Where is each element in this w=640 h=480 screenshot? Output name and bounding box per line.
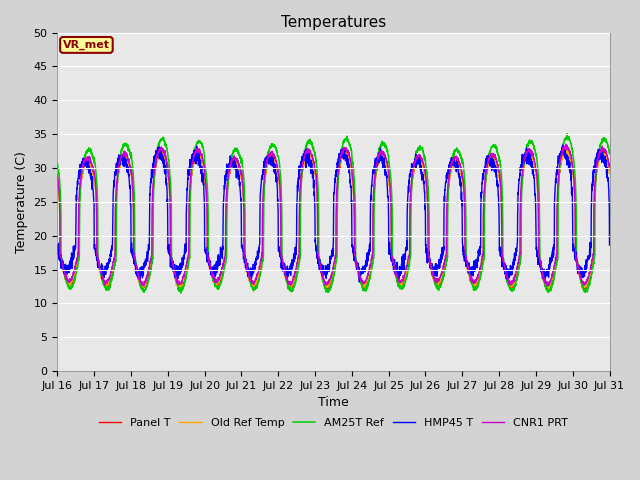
Old Ref Temp (535, 259, 543, 265)
AM25T Ref (54, 161, 61, 167)
HMP45 T (605, 242, 613, 248)
CNR1 PRT (265, 154, 273, 160)
Line: CNR1 PRT: CNR1 PRT (58, 144, 609, 286)
HMP45 T (289, 262, 297, 267)
Old Ref Temp (116, 162, 124, 168)
AM25T Ref (289, 288, 297, 293)
Old Ref Temp (605, 168, 613, 174)
Panel T (116, 163, 124, 168)
Line: Old Ref Temp: Old Ref Temp (58, 149, 609, 289)
Line: Panel T: Panel T (58, 148, 609, 290)
Old Ref Temp (265, 158, 273, 164)
Panel T (54, 172, 61, 178)
HMP45 T (559, 142, 566, 148)
Legend: Panel T, Old Ref Temp, AM25T Ref, HMP45 T, CNR1 PRT: Panel T, Old Ref Temp, AM25T Ref, HMP45 … (95, 414, 572, 433)
Old Ref Temp (563, 146, 571, 152)
HMP45 T (595, 153, 603, 158)
HMP45 T (536, 259, 543, 265)
Panel T (289, 279, 297, 285)
Old Ref Temp (595, 159, 603, 165)
CNR1 PRT (149, 180, 157, 186)
CNR1 PRT (116, 156, 124, 162)
HMP45 T (149, 163, 157, 169)
HMP45 T (116, 154, 124, 160)
Panel T (595, 156, 603, 162)
AM25T Ref (605, 151, 613, 156)
CNR1 PRT (535, 253, 543, 259)
AM25T Ref (116, 155, 124, 160)
Panel T (545, 288, 553, 293)
Line: AM25T Ref: AM25T Ref (58, 134, 609, 293)
CNR1 PRT (289, 277, 297, 283)
CNR1 PRT (595, 153, 603, 159)
AM25T Ref (536, 202, 543, 207)
HMP45 T (54, 244, 61, 250)
AM25T Ref (595, 148, 603, 154)
Old Ref Temp (544, 286, 552, 292)
CNR1 PRT (543, 283, 551, 289)
Line: HMP45 T: HMP45 T (58, 145, 609, 282)
Panel T (563, 145, 570, 151)
CNR1 PRT (605, 166, 613, 172)
HMP45 T (355, 279, 363, 285)
HMP45 T (265, 155, 273, 161)
Panel T (605, 166, 613, 172)
Old Ref Temp (149, 186, 157, 192)
Text: VR_met: VR_met (63, 40, 110, 50)
Title: Temperatures: Temperatures (281, 15, 386, 30)
AM25T Ref (563, 131, 571, 137)
CNR1 PRT (54, 175, 61, 180)
Panel T (149, 192, 157, 197)
Old Ref Temp (54, 176, 61, 182)
X-axis label: Time: Time (318, 396, 349, 409)
CNR1 PRT (562, 141, 570, 147)
AM25T Ref (266, 146, 273, 152)
Y-axis label: Temperature (C): Temperature (C) (15, 151, 28, 253)
AM25T Ref (177, 290, 185, 296)
Old Ref Temp (289, 278, 297, 284)
AM25T Ref (149, 221, 157, 227)
Panel T (265, 156, 273, 162)
Panel T (535, 255, 543, 261)
